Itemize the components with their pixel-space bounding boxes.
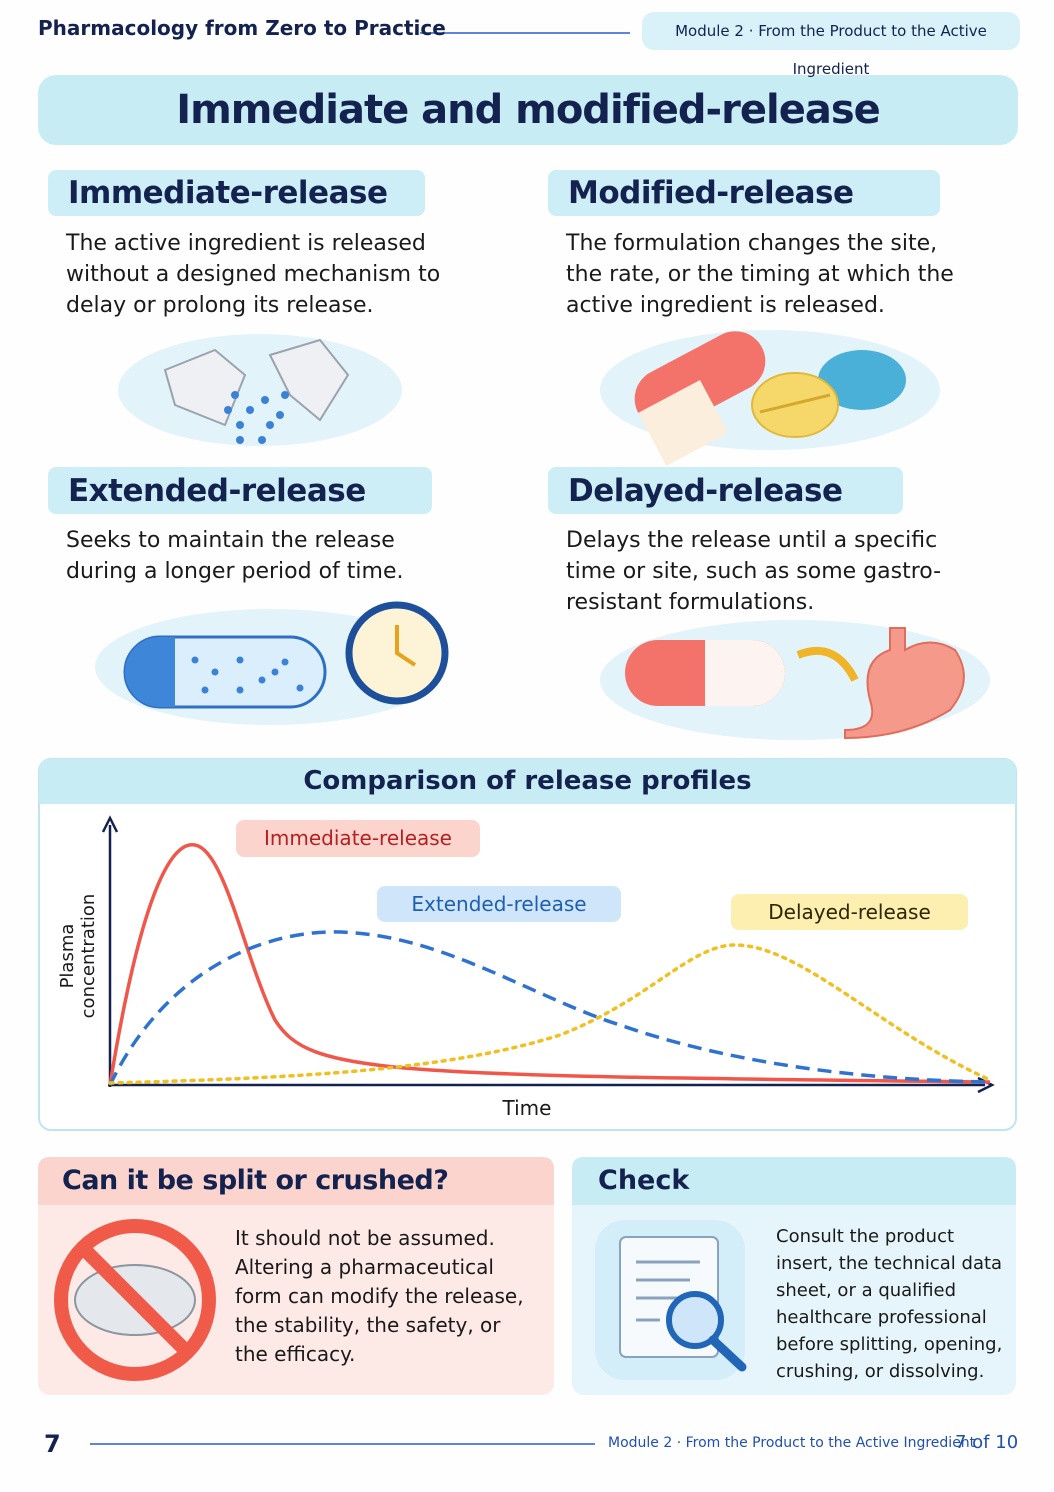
section-text: The formulation changes the site, the ra… — [566, 231, 954, 318]
section-text: The active ingredient is released withou… — [66, 231, 441, 318]
comparison-title: Comparison of release profiles — [303, 766, 752, 796]
section-title: Modified-release — [548, 170, 940, 216]
section-title: Extended-release — [48, 467, 432, 514]
check-text: Consult the product insert, the technica… — [776, 1226, 1003, 1382]
section-text: Delays the release until a specific time… — [566, 528, 942, 615]
curve-label: Immediate-release — [264, 826, 452, 850]
page-of: 7 of 10 — [955, 1432, 1019, 1453]
section-title: Immediate-release — [48, 170, 425, 216]
header-title: Pharmacology from Zero to Practice — [38, 16, 446, 40]
check-title: Check — [598, 1165, 690, 1196]
split-title: Can it be split or crushed? — [62, 1165, 449, 1196]
curve-label: Extended-release — [411, 892, 587, 916]
header-module: Module 2 · From the Product to the Activ… — [675, 22, 987, 78]
y-axis-label: Plasma concentration — [57, 893, 99, 1019]
section-title: Delayed-release — [548, 467, 903, 514]
main-title: Immediate and modified-release — [176, 87, 881, 133]
footer-module: Module 2 · From the Product to the Activ… — [608, 1435, 976, 1451]
page-number: 7 — [44, 1430, 61, 1458]
x-axis-label: Time — [502, 1096, 552, 1120]
split-text: It should not be assumed. Altering a pha… — [235, 1226, 524, 1366]
curve-label: Delayed-release — [768, 900, 931, 924]
section-text: Seeks to maintain the release during a l… — [66, 528, 404, 584]
